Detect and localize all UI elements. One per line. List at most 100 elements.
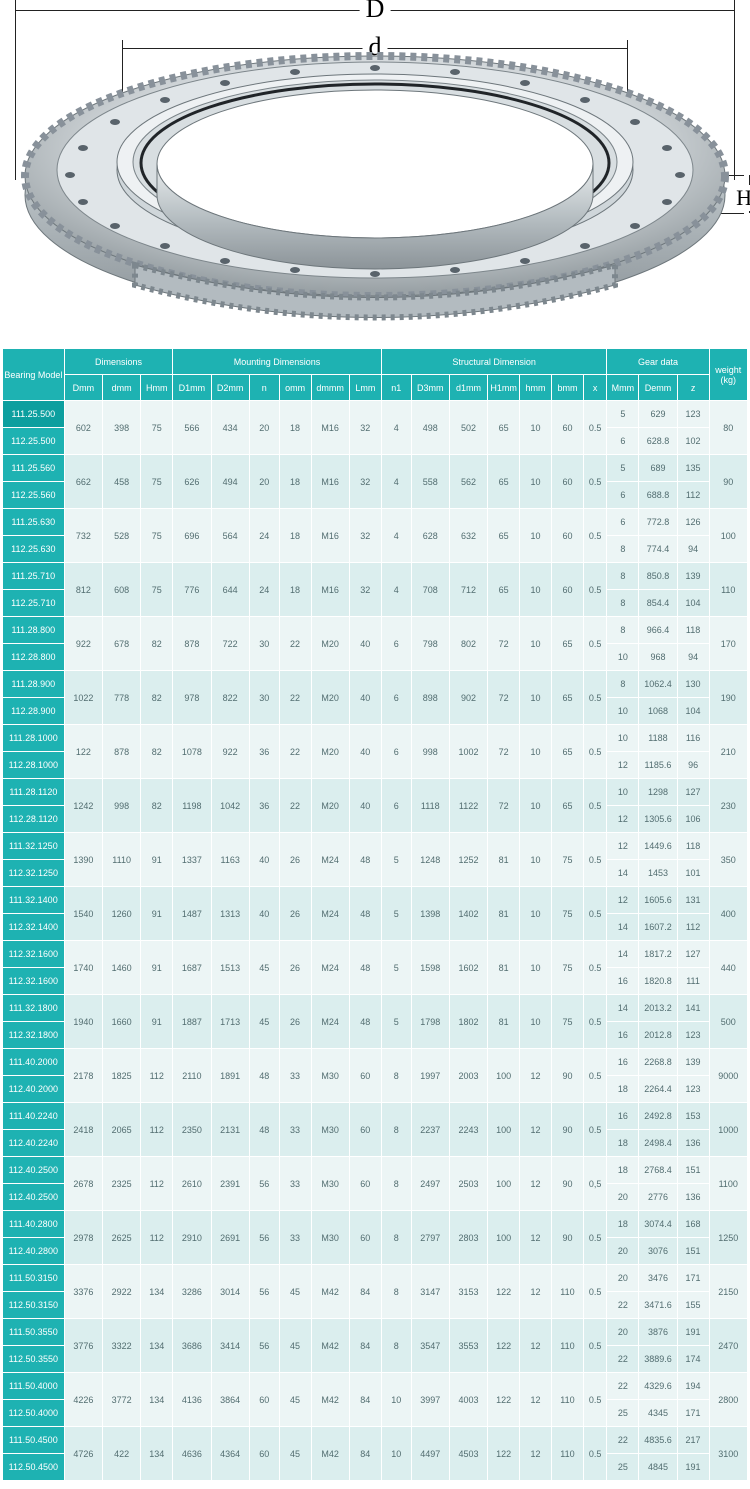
cell-model: 111.32.1250 [3,833,65,860]
cell-value: 40 [349,671,381,725]
cell-value: 4726 [64,1427,102,1481]
cell-value: 2418 [64,1103,102,1157]
cell-value: 1887 [173,995,211,1049]
cell-gear: 2492.8 [639,1103,677,1130]
cell-value: 56 [249,1265,279,1319]
cell-value: 0.5 [583,1265,607,1319]
cell-value: 502 [449,401,487,455]
hdr-gear: Gear data [607,349,709,375]
cell-value: 732 [64,509,102,563]
cell-value: 90 [552,1103,584,1157]
cell-value: 776 [173,563,211,617]
cell-value: 608 [103,563,141,617]
cell-value: 0.5 [583,401,607,455]
cell-value: 45 [279,1265,311,1319]
cell-value: M24 [311,887,349,941]
cell-value: 8 [381,1319,411,1373]
cell-value: 60 [552,455,584,509]
cell-gear: 141 [677,995,709,1022]
cell-gear: 127 [677,941,709,968]
cell-value: 40 [249,887,279,941]
dim-H-label: H [734,185,750,211]
col-omm: omm [279,375,311,401]
cell-gear: 25 [607,1454,639,1481]
cell-value: 434 [211,401,249,455]
cell-value: 4003 [449,1373,487,1427]
cell-model: 111.40.2800 [3,1211,65,1238]
cell-value: 0,5 [583,1157,607,1211]
cell-value: 91 [141,833,173,887]
cell-model: 111.28.1120 [3,779,65,806]
cell-value: 12 [520,1319,552,1373]
cell-value: 1390 [64,833,102,887]
cell-gear: 131 [677,887,709,914]
cell-model: 112.40.2500 [3,1157,65,1184]
cell-value: 10 [381,1427,411,1481]
cell-value: 60 [349,1049,381,1103]
cell-model: 112.50.4000 [3,1400,65,1427]
cell-value: 1598 [411,941,449,995]
cell-value: 8 [381,1265,411,1319]
cell-model: 111.28.900 [3,671,65,698]
cell-value: 6 [381,725,411,779]
cell-value: 48 [249,1103,279,1157]
cell-value: 2922 [103,1265,141,1319]
cell-gear: 139 [677,563,709,590]
cell-value: 1940 [64,995,102,1049]
cell-value: 3997 [411,1373,449,1427]
cell-weight: 2470 [709,1319,747,1373]
cell-value: 4503 [449,1427,487,1481]
cell-gear: 629 [639,401,677,428]
cell-gear: 966.4 [639,617,677,644]
cell-value: 82 [141,617,173,671]
cell-value: 0.5 [583,1427,607,1481]
cell-value: 45 [279,1427,311,1481]
cell-value: 3772 [103,1373,141,1427]
cell-value: 82 [141,779,173,833]
cell-weight: 1000 [709,1103,747,1157]
cell-value: 662 [64,455,102,509]
cell-gear: 136 [677,1130,709,1157]
table-body: 111.25.500602398755664342018M16324498502… [3,401,748,1481]
cell-value: 5 [381,887,411,941]
cell-value: 3776 [64,1319,102,1373]
cell-value: 10 [520,887,552,941]
cell-model: 111.25.630 [3,509,65,536]
cell-gear: 112 [677,482,709,509]
cell-gear: 3471.6 [639,1292,677,1319]
cell-gear: 126 [677,509,709,536]
cell-value: 812 [64,563,102,617]
cell-value: 644 [211,563,249,617]
cell-value: 65 [552,725,584,779]
cell-value: 458 [103,455,141,509]
cell-value: 26 [279,995,311,1049]
cell-model: 112.40.2500 [3,1184,65,1211]
cell-value: 75 [141,509,173,563]
cell-value: 8 [381,1049,411,1103]
cell-weight: 3100 [709,1427,747,1481]
cell-value: 65 [552,671,584,725]
cell-value: 33 [279,1157,311,1211]
cell-value: 632 [449,509,487,563]
cell-value: 0.5 [583,617,607,671]
table-row: 111.25.500602398755664342018M16324498502… [3,401,748,428]
cell-gear: 2498.4 [639,1130,677,1157]
cell-gear: 14 [607,860,639,887]
cell-value: 84 [349,1319,381,1373]
cell-value: 60 [552,509,584,563]
cell-value: 134 [141,1265,173,1319]
cell-value: 3376 [64,1265,102,1319]
cell-gear: 104 [677,590,709,617]
cell-gear: 94 [677,536,709,563]
cell-gear: 20 [607,1265,639,1292]
cell-value: 998 [411,725,449,779]
col-d1mm: d1mm [449,375,487,401]
cell-gear: 10 [607,779,639,806]
cell-value: 0.5 [583,671,607,725]
cell-value: 1398 [411,887,449,941]
cell-value: 3322 [103,1319,141,1373]
cell-value: 22 [279,617,311,671]
cell-value: 1122 [449,779,487,833]
cell-weight: 2150 [709,1265,747,1319]
cell-value: 1022 [64,671,102,725]
